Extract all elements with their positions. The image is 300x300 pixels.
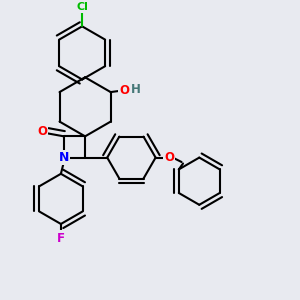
Text: H: H <box>131 82 141 96</box>
Text: Cl: Cl <box>76 2 88 12</box>
Text: F: F <box>57 232 65 244</box>
Text: O: O <box>37 125 47 138</box>
Text: O: O <box>164 151 174 164</box>
Text: N: N <box>59 151 69 164</box>
Text: O: O <box>119 84 130 97</box>
